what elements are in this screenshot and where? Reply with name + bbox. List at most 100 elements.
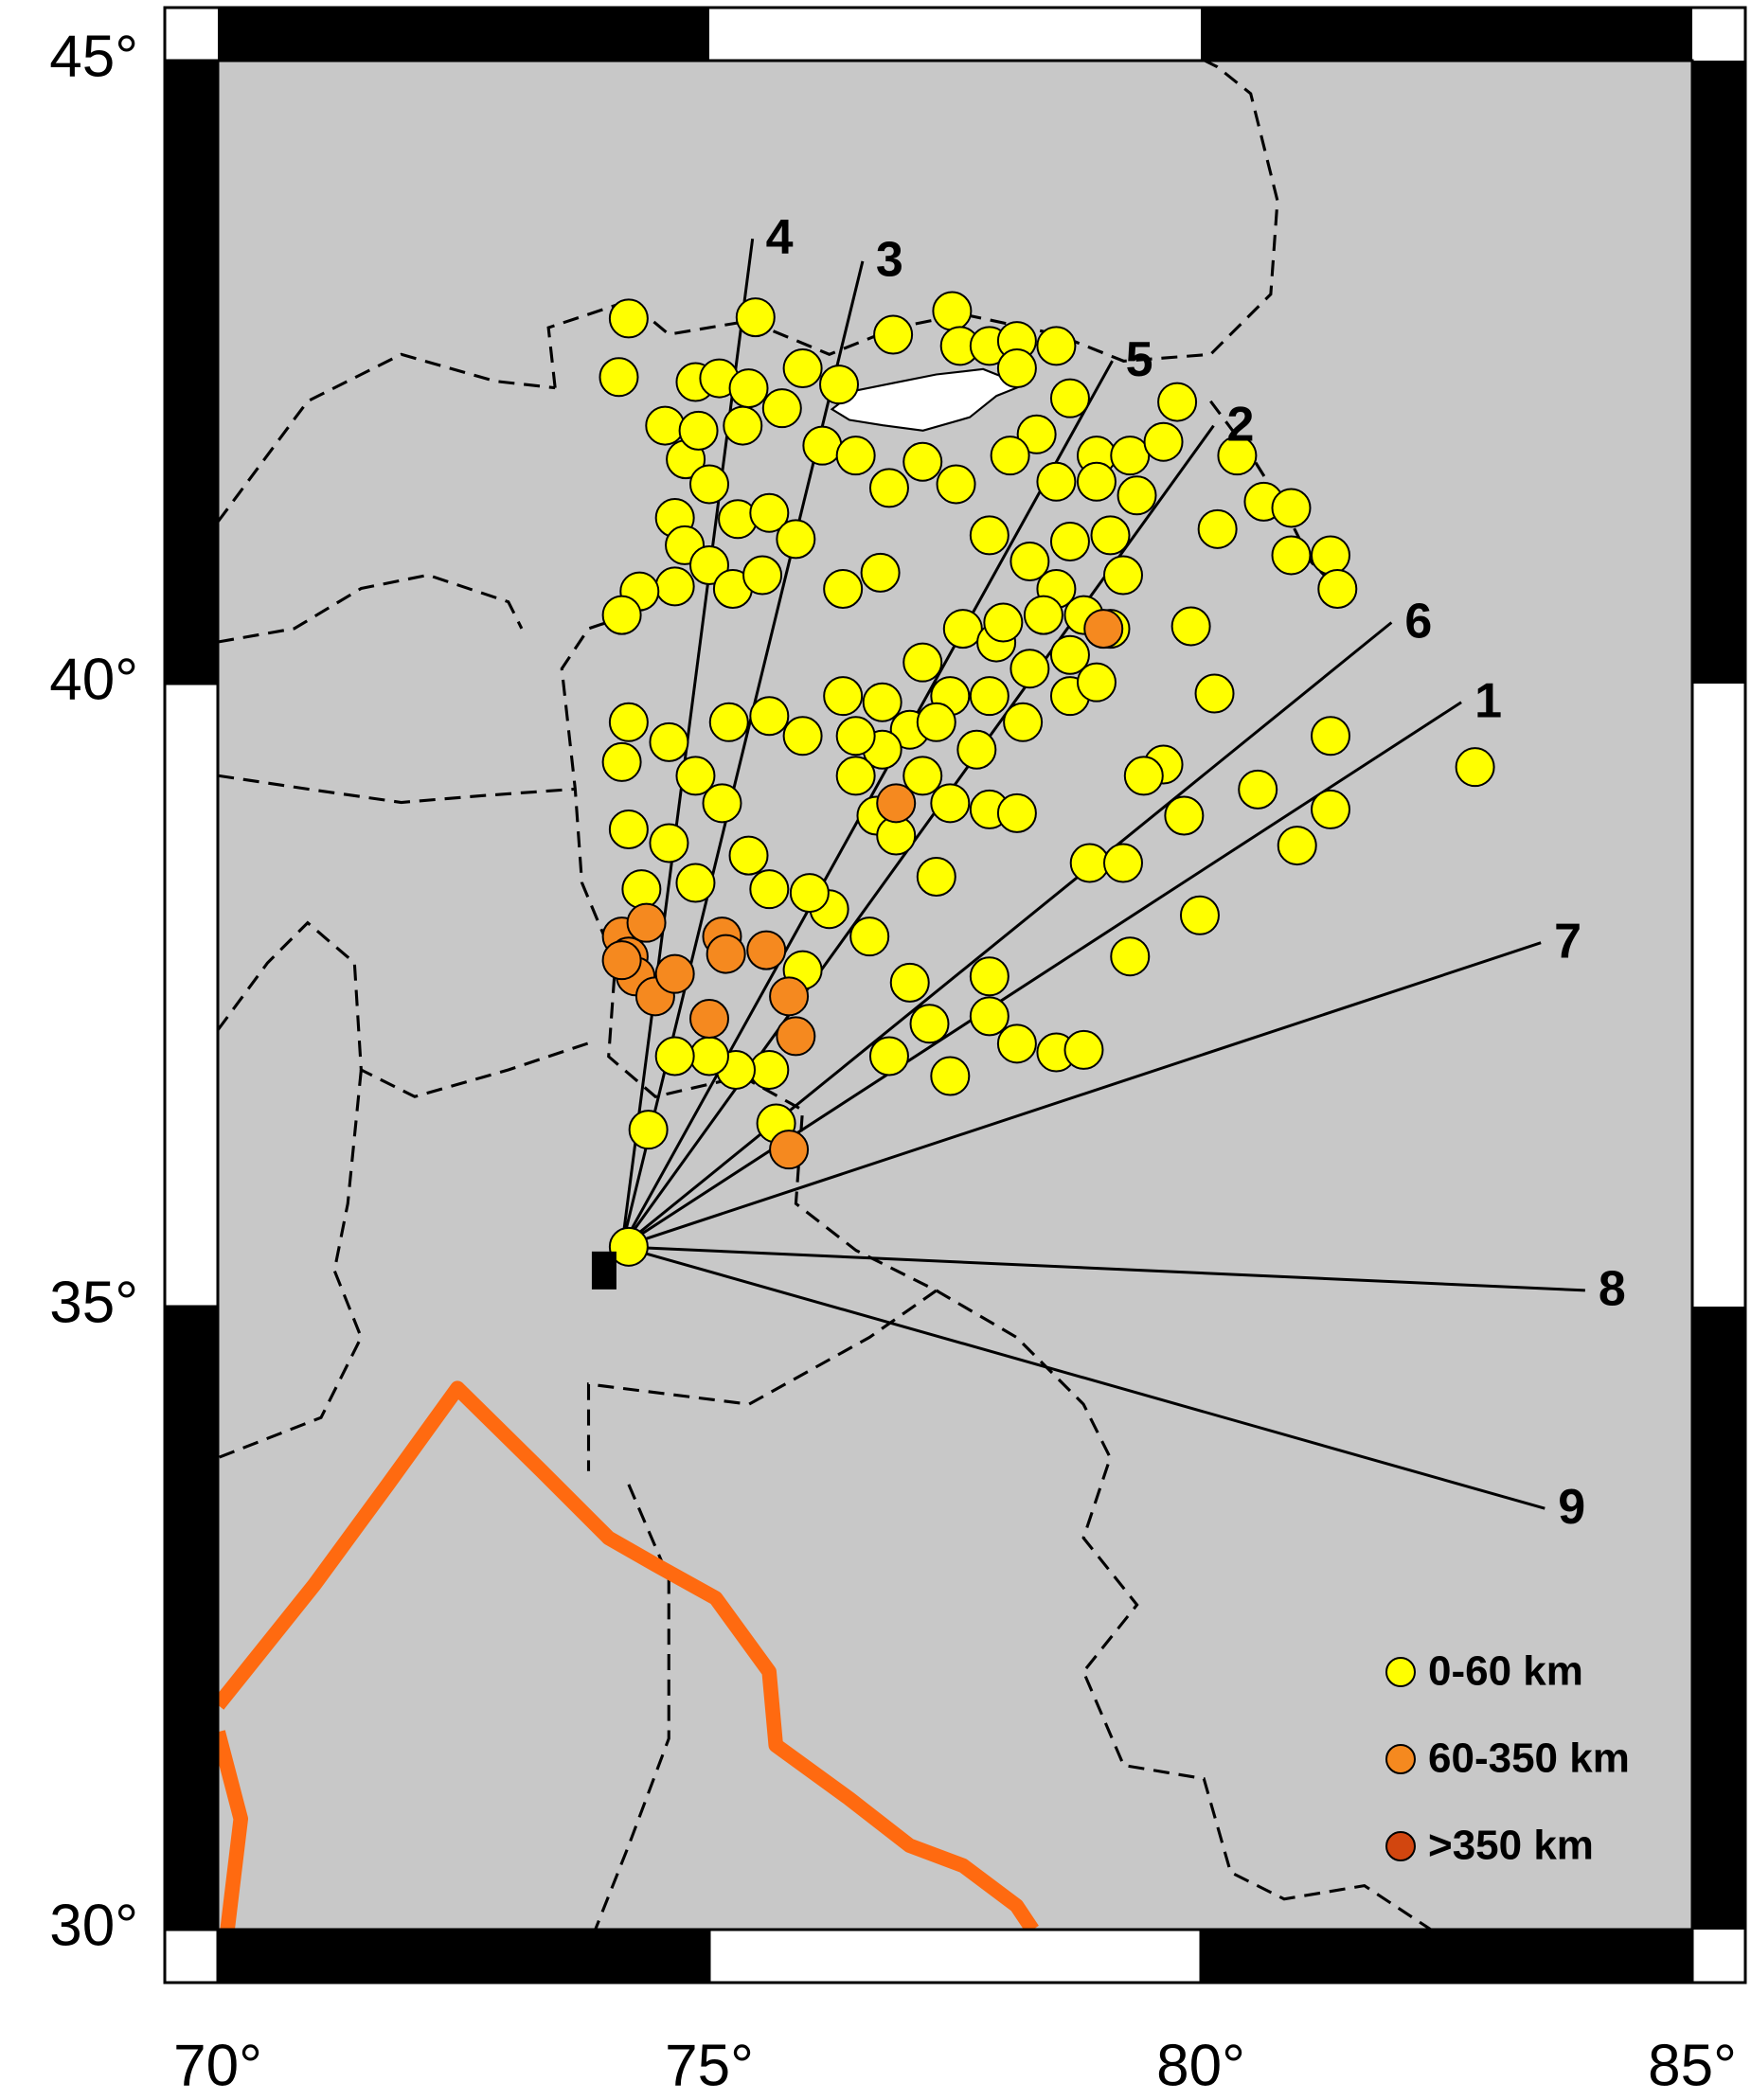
earthquake — [902, 756, 943, 796]
earthquake — [1117, 475, 1157, 516]
frame-segment — [165, 1307, 218, 1930]
frame-segment — [218, 1930, 709, 1983]
earthquake — [1036, 461, 1077, 502]
profile-label: 8 — [1599, 1262, 1626, 1317]
profile-label: 7 — [1554, 914, 1581, 969]
earthquake — [742, 555, 783, 596]
earthquake — [1010, 542, 1050, 582]
earthquake — [902, 642, 943, 683]
earthquake — [835, 756, 876, 796]
earthquake — [746, 930, 787, 970]
earthquake — [996, 1023, 1037, 1064]
basemap-layout — [218, 61, 1433, 1930]
earthquake — [1157, 382, 1198, 422]
earthquake — [1049, 521, 1090, 561]
earthquake — [689, 544, 729, 585]
earthquake — [678, 410, 719, 451]
earthquake — [782, 348, 823, 389]
plate-boundary — [218, 1380, 1039, 1930]
earthquake — [706, 934, 746, 974]
earthquake — [675, 756, 716, 796]
earthquake — [1063, 1029, 1104, 1070]
earthquake — [1197, 508, 1238, 549]
earthquake — [708, 702, 749, 742]
earthquake — [728, 368, 769, 409]
legend-label: 0-60 km — [1428, 1648, 1583, 1695]
earthquake — [802, 425, 843, 466]
legend-label: 60-350 km — [1428, 1735, 1630, 1782]
earthquake — [1083, 609, 1124, 650]
country-border — [218, 920, 589, 1098]
earthquake — [860, 552, 901, 593]
earthquake — [1271, 535, 1312, 576]
earthquake — [769, 1130, 810, 1170]
lat-tick-label: 30° — [49, 1893, 138, 1958]
country-border — [218, 1069, 364, 1460]
legend: 0-60 km 60-350 km >350 km — [1385, 1648, 1630, 1869]
earthquake — [789, 873, 830, 914]
profile-label: 6 — [1404, 594, 1432, 649]
earthquake — [628, 1110, 669, 1150]
lat-tick-label: 40° — [49, 647, 138, 712]
frame-inner — [216, 59, 1694, 1931]
earthquake — [902, 441, 943, 482]
country-border — [594, 1484, 670, 1930]
earthquake — [1311, 789, 1351, 829]
plate-boundary — [218, 1730, 249, 1930]
frame-segment — [1201, 1930, 1692, 1983]
earthquake — [749, 492, 790, 533]
country-border — [546, 61, 1279, 388]
earthquake — [761, 388, 802, 429]
map-marks — [591, 238, 1585, 1510]
earthquake — [1317, 568, 1358, 609]
profile-line — [621, 941, 1542, 1249]
earthquake — [608, 809, 649, 849]
earthquake — [608, 1226, 649, 1267]
frame-segment — [218, 8, 709, 61]
earthquake — [849, 917, 890, 957]
earthquake — [749, 696, 790, 737]
earthquake — [608, 702, 649, 742]
earthquake — [969, 515, 1010, 556]
frame-segment — [1201, 8, 1692, 61]
earthquake — [1311, 535, 1351, 576]
earthquake — [1049, 378, 1090, 418]
frame-segment — [1692, 61, 1745, 684]
profile-line — [620, 260, 865, 1248]
earthquake — [835, 716, 876, 756]
earthquake — [1194, 673, 1235, 714]
earthquake — [601, 595, 642, 635]
earthquake — [776, 519, 816, 560]
earthquake — [1069, 843, 1110, 883]
legend-swatch — [1385, 1744, 1416, 1774]
earthquake — [1010, 649, 1050, 689]
earthquake — [723, 405, 763, 446]
earthquake — [1164, 795, 1205, 836]
earthquake — [1277, 826, 1317, 866]
earthquake — [649, 721, 689, 762]
earthquake — [1102, 555, 1143, 596]
earthquake — [689, 1036, 729, 1077]
earthquake — [956, 729, 997, 770]
earthquake — [916, 702, 956, 742]
earthquake — [601, 940, 642, 981]
earthquake — [1238, 769, 1278, 810]
earthquake — [782, 716, 823, 756]
profile-label: 4 — [766, 210, 794, 265]
earthquake — [1311, 716, 1351, 756]
profile-label: 5 — [1126, 332, 1153, 387]
lake — [830, 367, 1027, 432]
earthquake — [654, 1036, 695, 1077]
earthquake — [1271, 488, 1312, 528]
profile-line — [621, 1245, 1585, 1292]
legend-label: >350 km — [1428, 1823, 1594, 1869]
earthquake — [876, 783, 917, 824]
earthquake — [601, 741, 642, 782]
legend-swatch — [1385, 1657, 1416, 1687]
frame-segment — [1692, 1307, 1745, 1930]
lon-tick-label: 75° — [665, 2033, 754, 2095]
earthquake — [996, 348, 1037, 389]
earthquake — [749, 869, 790, 910]
